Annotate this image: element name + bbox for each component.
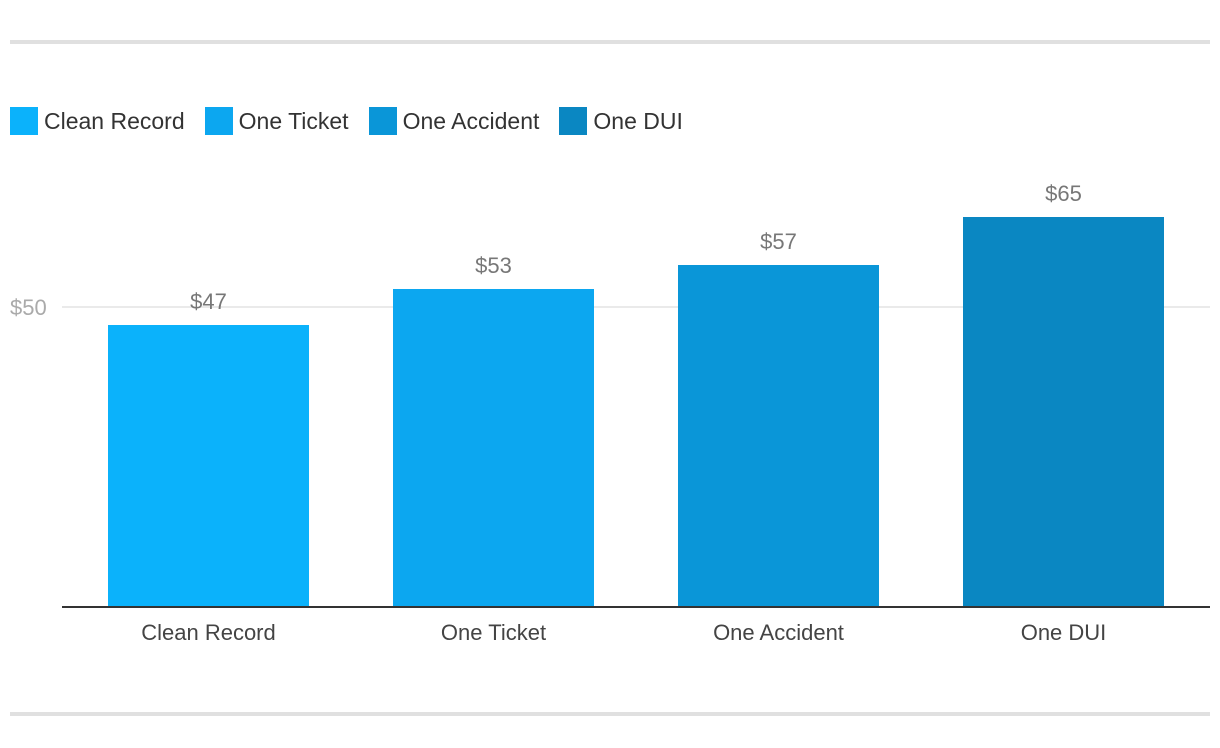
legend-item-one-ticket: One Ticket bbox=[204, 107, 349, 135]
legend-item-clean-record: Clean Record bbox=[10, 107, 185, 135]
bar-2 bbox=[678, 265, 879, 607]
data-label: $57 bbox=[760, 229, 797, 254]
x-tick-label: One DUI bbox=[1021, 620, 1107, 645]
x-tick-label: Clean Record bbox=[141, 620, 276, 645]
bar-1 bbox=[393, 289, 594, 607]
data-label: $47 bbox=[190, 289, 227, 314]
chart-legend: Clean Record One Ticket One Accident One… bbox=[10, 106, 703, 136]
legend-item-one-dui: One DUI bbox=[559, 107, 683, 135]
legend-swatch-one-dui bbox=[559, 107, 588, 135]
legend-label-one-dui: One DUI bbox=[593, 107, 683, 134]
legend-swatch-one-ticket bbox=[204, 107, 233, 135]
x-tick-label: One Ticket bbox=[441, 620, 546, 645]
bar-0 bbox=[108, 325, 309, 607]
bottom-divider bbox=[10, 712, 1210, 716]
legend-label-one-ticket: One Ticket bbox=[238, 107, 349, 134]
y-tick-label: $50 bbox=[10, 295, 47, 320]
top-divider bbox=[10, 40, 1210, 44]
legend-label-one-accident: One Accident bbox=[402, 107, 540, 134]
x-tick-label: One Accident bbox=[713, 620, 844, 645]
legend-swatch-clean-record bbox=[10, 107, 38, 135]
legend-item-one-accident: One Accident bbox=[368, 107, 540, 135]
legend-swatch-one-accident bbox=[368, 107, 397, 135]
data-label: $53 bbox=[475, 253, 512, 278]
data-label: $65 bbox=[1045, 181, 1082, 206]
legend-label-clean-record: Clean Record bbox=[44, 107, 185, 134]
bar-3 bbox=[963, 217, 1164, 607]
